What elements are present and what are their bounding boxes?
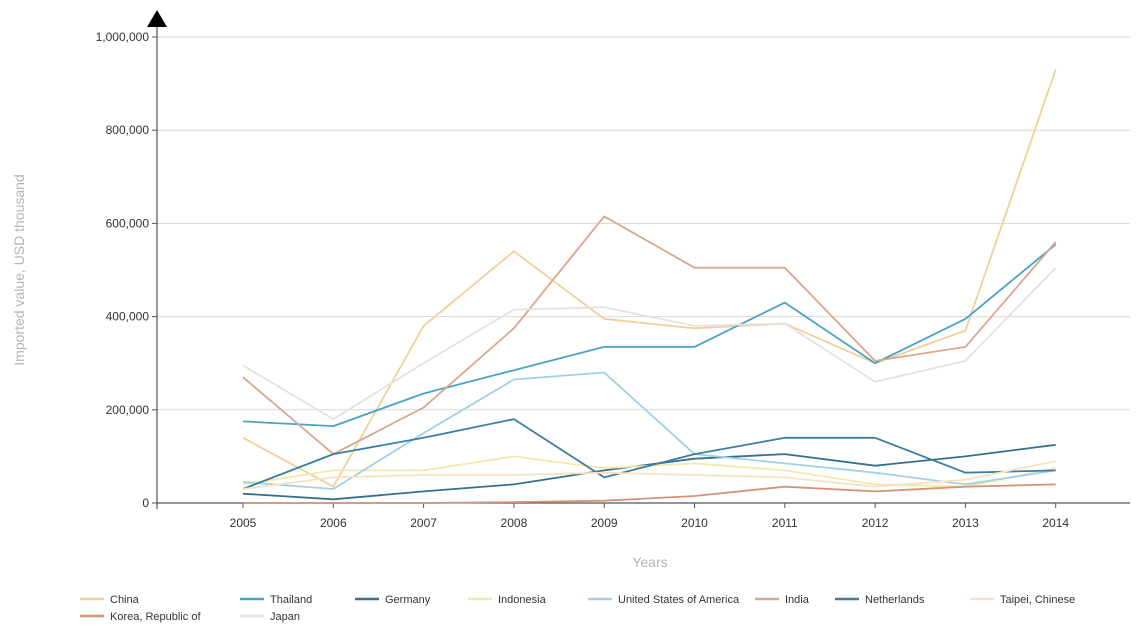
series-line-germany (242, 443, 1056, 501)
x-tick-label: 2009 (591, 516, 618, 530)
x-tick-label: 2008 (501, 516, 528, 530)
grid-lines (157, 36, 1130, 411)
x-tick-label: 2007 (410, 516, 437, 530)
legend-label: India (785, 594, 810, 606)
x-tick-label: 2006 (320, 516, 347, 530)
y-tick-label: 1,000,000 (96, 30, 150, 44)
legend-label: Taipei, Chinese (1000, 594, 1075, 606)
legend-label: United States of America (618, 594, 740, 606)
x-tick-label: 2005 (230, 516, 257, 530)
legend-item: Thailand (240, 594, 312, 606)
series-line-china (242, 69, 1057, 488)
y-tick-label: 0 (142, 496, 149, 510)
legend-label: Thailand (270, 594, 312, 606)
legend-item: Germany (355, 594, 431, 606)
legend-item: Indonesia (468, 594, 547, 606)
series-line-korea-republic-of (243, 483, 1056, 504)
y-tick-label: 200,000 (106, 403, 150, 417)
y-axis-title: Imported value, USD thousand (11, 174, 27, 365)
x-tick-label: 2013 (952, 516, 979, 530)
legend-label: Korea, Republic of (110, 611, 201, 623)
y-axis-arrow-icon (147, 10, 167, 27)
series-lines (242, 69, 1057, 504)
x-tick-label: 2010 (681, 516, 708, 530)
x-axis-title: Years (632, 554, 667, 570)
legend-item: United States of America (588, 594, 740, 606)
legend-item: India (755, 594, 810, 606)
legend-item: Korea, Republic of (80, 611, 201, 623)
series-line-india (242, 215, 1057, 456)
x-tick-label: 2011 (772, 516, 798, 530)
legend-label: China (110, 594, 140, 606)
y-tick-label: 400,000 (106, 310, 150, 324)
series-line-taipei-chinese (242, 460, 1056, 490)
legend: China Thailand Germany Indonesia United Stat… (80, 594, 1075, 623)
legend-label: Japan (270, 611, 300, 623)
legend-label: Germany (385, 594, 431, 606)
series-line-thailand (242, 243, 1057, 428)
series-line-japan (242, 267, 1057, 421)
tick-labels: 0 200,000 400,000 600,000 800,000 1,000,000 20… (96, 30, 1070, 530)
axes (147, 10, 1130, 509)
y-tick-label: 600,000 (106, 216, 150, 230)
legend-label: Netherlands (865, 594, 925, 606)
legend-item: Netherlands (835, 594, 925, 606)
legend-item: China (80, 594, 140, 606)
x-tick-label: 2014 (1042, 516, 1069, 530)
legend-item: Taipei, Chinese (970, 594, 1075, 606)
x-tick-label: 2012 (862, 516, 889, 530)
series-line-netherlands (242, 418, 1056, 490)
y-tick-label: 800,000 (106, 123, 150, 137)
legend-label: Indonesia (498, 594, 547, 606)
series-line-united-states-of-america (242, 371, 1056, 490)
legend-item: Japan (240, 611, 300, 623)
